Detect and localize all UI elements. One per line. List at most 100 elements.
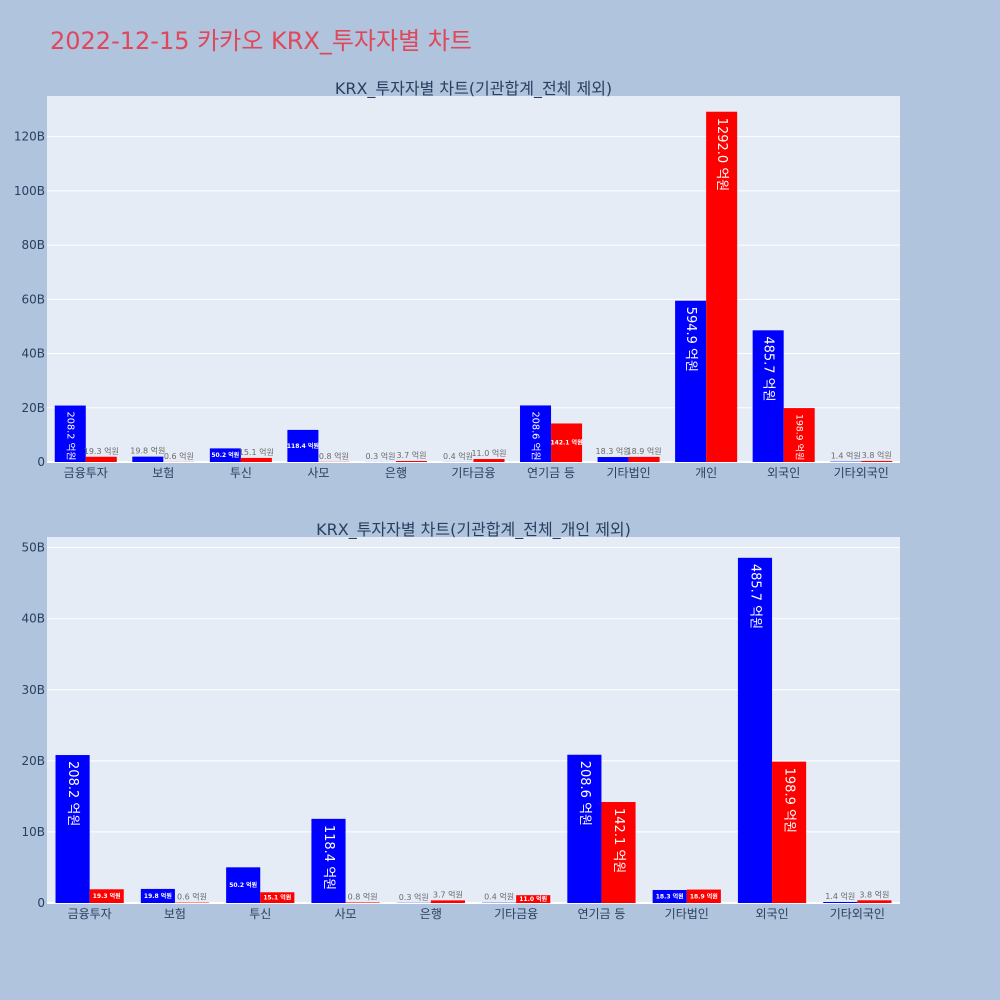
data-label: 15.1 억원 (263, 894, 291, 902)
data-label: 198.9 억원 (782, 768, 797, 833)
buy-bar (209, 448, 241, 462)
y-tick-label: 20B (21, 754, 45, 768)
sell-bar (686, 889, 721, 903)
data-label: 11.0 억원 (471, 448, 506, 458)
data-label: 0.8 억원 (348, 891, 378, 901)
buy-bar (567, 754, 602, 903)
data-label: 50.2 억원 (229, 881, 257, 889)
sell-bar (395, 460, 427, 462)
buy-bar (520, 405, 552, 462)
data-label: 3.7 억원 (396, 450, 426, 460)
data-label: 118.4 억원 (287, 442, 319, 450)
data-label: 1.4 억원 (825, 891, 855, 901)
sell-bar (628, 456, 660, 462)
data-label: 50.2 억원 (211, 451, 239, 459)
sell-bar (861, 460, 893, 462)
data-label: 208.6 억원 (530, 411, 542, 460)
data-label: 0.6 억원 (177, 892, 207, 902)
x-tick-label: 사모 (335, 907, 357, 921)
data-label: 118.4 억원 (321, 825, 336, 890)
data-label: 208.6 억원 (577, 761, 592, 826)
data-label: 19.8 억원 (144, 892, 172, 900)
data-label: 594.9 억원 (683, 307, 698, 372)
buy-bar (55, 755, 90, 903)
data-label: 142.1 억원 (550, 439, 582, 447)
data-label: 1292.0 억원 (714, 118, 729, 192)
data-label: 3.8 억원 (862, 450, 892, 460)
data-label: 0.8 억원 (319, 451, 349, 461)
data-label: 19.3 억원 (93, 892, 121, 900)
data-label: 15.1 억원 (239, 447, 274, 457)
sell-bar (772, 761, 807, 903)
data-label: 19.8 억원 (130, 446, 165, 456)
x-tick-label: 투신 (230, 466, 252, 480)
x-tick-label: 기타외국인 (834, 466, 889, 480)
data-label: 0.6 억원 (164, 451, 194, 461)
buy-bar (140, 888, 175, 903)
sell-bar (430, 900, 465, 903)
buy-bar (823, 902, 858, 903)
x-tick-label: 금융투자 (68, 907, 112, 921)
y-tick-label: 50B (21, 541, 45, 555)
sell-bar (551, 423, 583, 462)
buy-bar (311, 818, 346, 903)
data-label: 3.8 억원 (859, 889, 889, 899)
y-tick-label: 100B (14, 184, 45, 198)
data-label: 19.3 억원 (84, 446, 119, 456)
y-tick-label: 30B (21, 683, 45, 697)
y-tick-label: 10B (21, 825, 45, 839)
sell-bar (857, 900, 892, 903)
data-label: 18.3 억원 (656, 892, 684, 900)
buy-bar (652, 889, 687, 903)
x-tick-label: 사모 (307, 466, 329, 480)
sell-bar (85, 456, 117, 462)
x-tick-label: 외국인 (767, 466, 800, 480)
buy-bar (597, 457, 629, 462)
buy-bar (752, 330, 784, 462)
y-tick-label: 120B (14, 130, 45, 144)
sell-bar (240, 457, 272, 462)
x-tick-label: 연기금 등 (577, 907, 625, 921)
data-label: 0.3 억원 (399, 892, 429, 902)
x-tick-label: 연기금 등 (527, 466, 575, 480)
data-label: 208.2 억원 (64, 412, 76, 461)
buy-bar (226, 867, 261, 903)
x-tick-label: 기타금융 (451, 466, 495, 480)
data-label: 0.4 억원 (443, 451, 473, 461)
y-tick-label: 0 (37, 455, 45, 469)
sell-bar (783, 408, 815, 462)
chart-title: KRX_투자자별 차트(기관합계_전체_개인 제외) (316, 520, 631, 540)
buy-bar (737, 557, 773, 903)
y-tick-label: 40B (21, 612, 45, 626)
x-tick-label: 금융투자 (64, 466, 108, 480)
buy-bar (675, 300, 707, 462)
x-tick-label: 기타법인 (607, 466, 651, 480)
y-tick-label: 60B (21, 292, 45, 306)
data-label: 0.3 억원 (365, 451, 395, 461)
data-label: 198.9 억원 (794, 414, 806, 460)
buy-bar (287, 429, 319, 462)
data-label: 485.7 억원 (761, 336, 776, 401)
data-label: 18.9 억원 (690, 892, 718, 900)
x-tick-label: 보험 (164, 907, 186, 921)
chart-title: KRX_투자자별 차트(기관합계_전체 제외) (335, 79, 612, 99)
x-tick-label: 기타외국인 (830, 907, 885, 921)
sell-bar (345, 902, 380, 903)
x-tick-label: 은행 (420, 906, 442, 921)
data-label: 142.1 억원 (611, 808, 626, 873)
data-label: 0.4 억원 (484, 892, 514, 902)
y-tick-label: 0 (37, 896, 45, 910)
page-title: 2022-12-15 카카오 KRX_투자자별 차트 (50, 27, 472, 55)
chart-2: KRX_투자자별 차트(기관합계_전체_개인 제외) 0 10B 20B 30B 40B 5… (21, 520, 900, 921)
sell-bar (601, 802, 636, 903)
data-label: 3.7 억원 (433, 889, 463, 899)
buy-bar (54, 405, 86, 462)
chart-1: KRX_투자자별 차트(기관합계_전체 제외) 0 20B 40B 60B 80B 100B… (14, 79, 900, 480)
buy-bar (132, 456, 164, 462)
sell-bar (89, 889, 124, 903)
data-label: 18.3 억원 (596, 446, 631, 456)
y-tick-label: 40B (21, 347, 45, 361)
data-label: 1.4 억원 (831, 451, 861, 461)
x-tick-label: 기타법인 (665, 907, 709, 921)
